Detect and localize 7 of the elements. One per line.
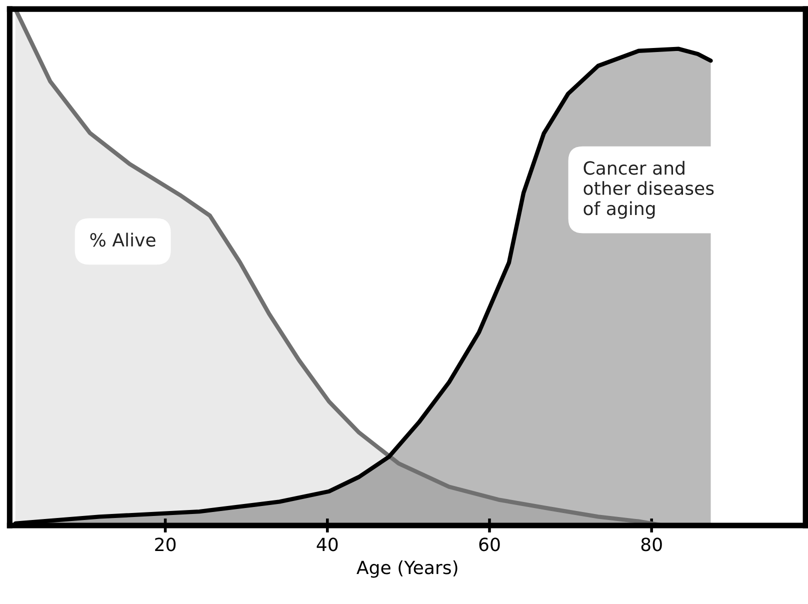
series-label: Cancer and other diseases of aging — [584, 160, 714, 219]
x-tick-label: 40 — [316, 538, 338, 552]
x-axis-title: Age (Years) — [356, 560, 458, 578]
x-tick-label: 20 — [155, 538, 176, 552]
series-label: % Alive — [90, 232, 156, 247]
x-tick-label: 60 — [479, 538, 500, 552]
x-tick-label: 80 — [641, 538, 662, 552]
